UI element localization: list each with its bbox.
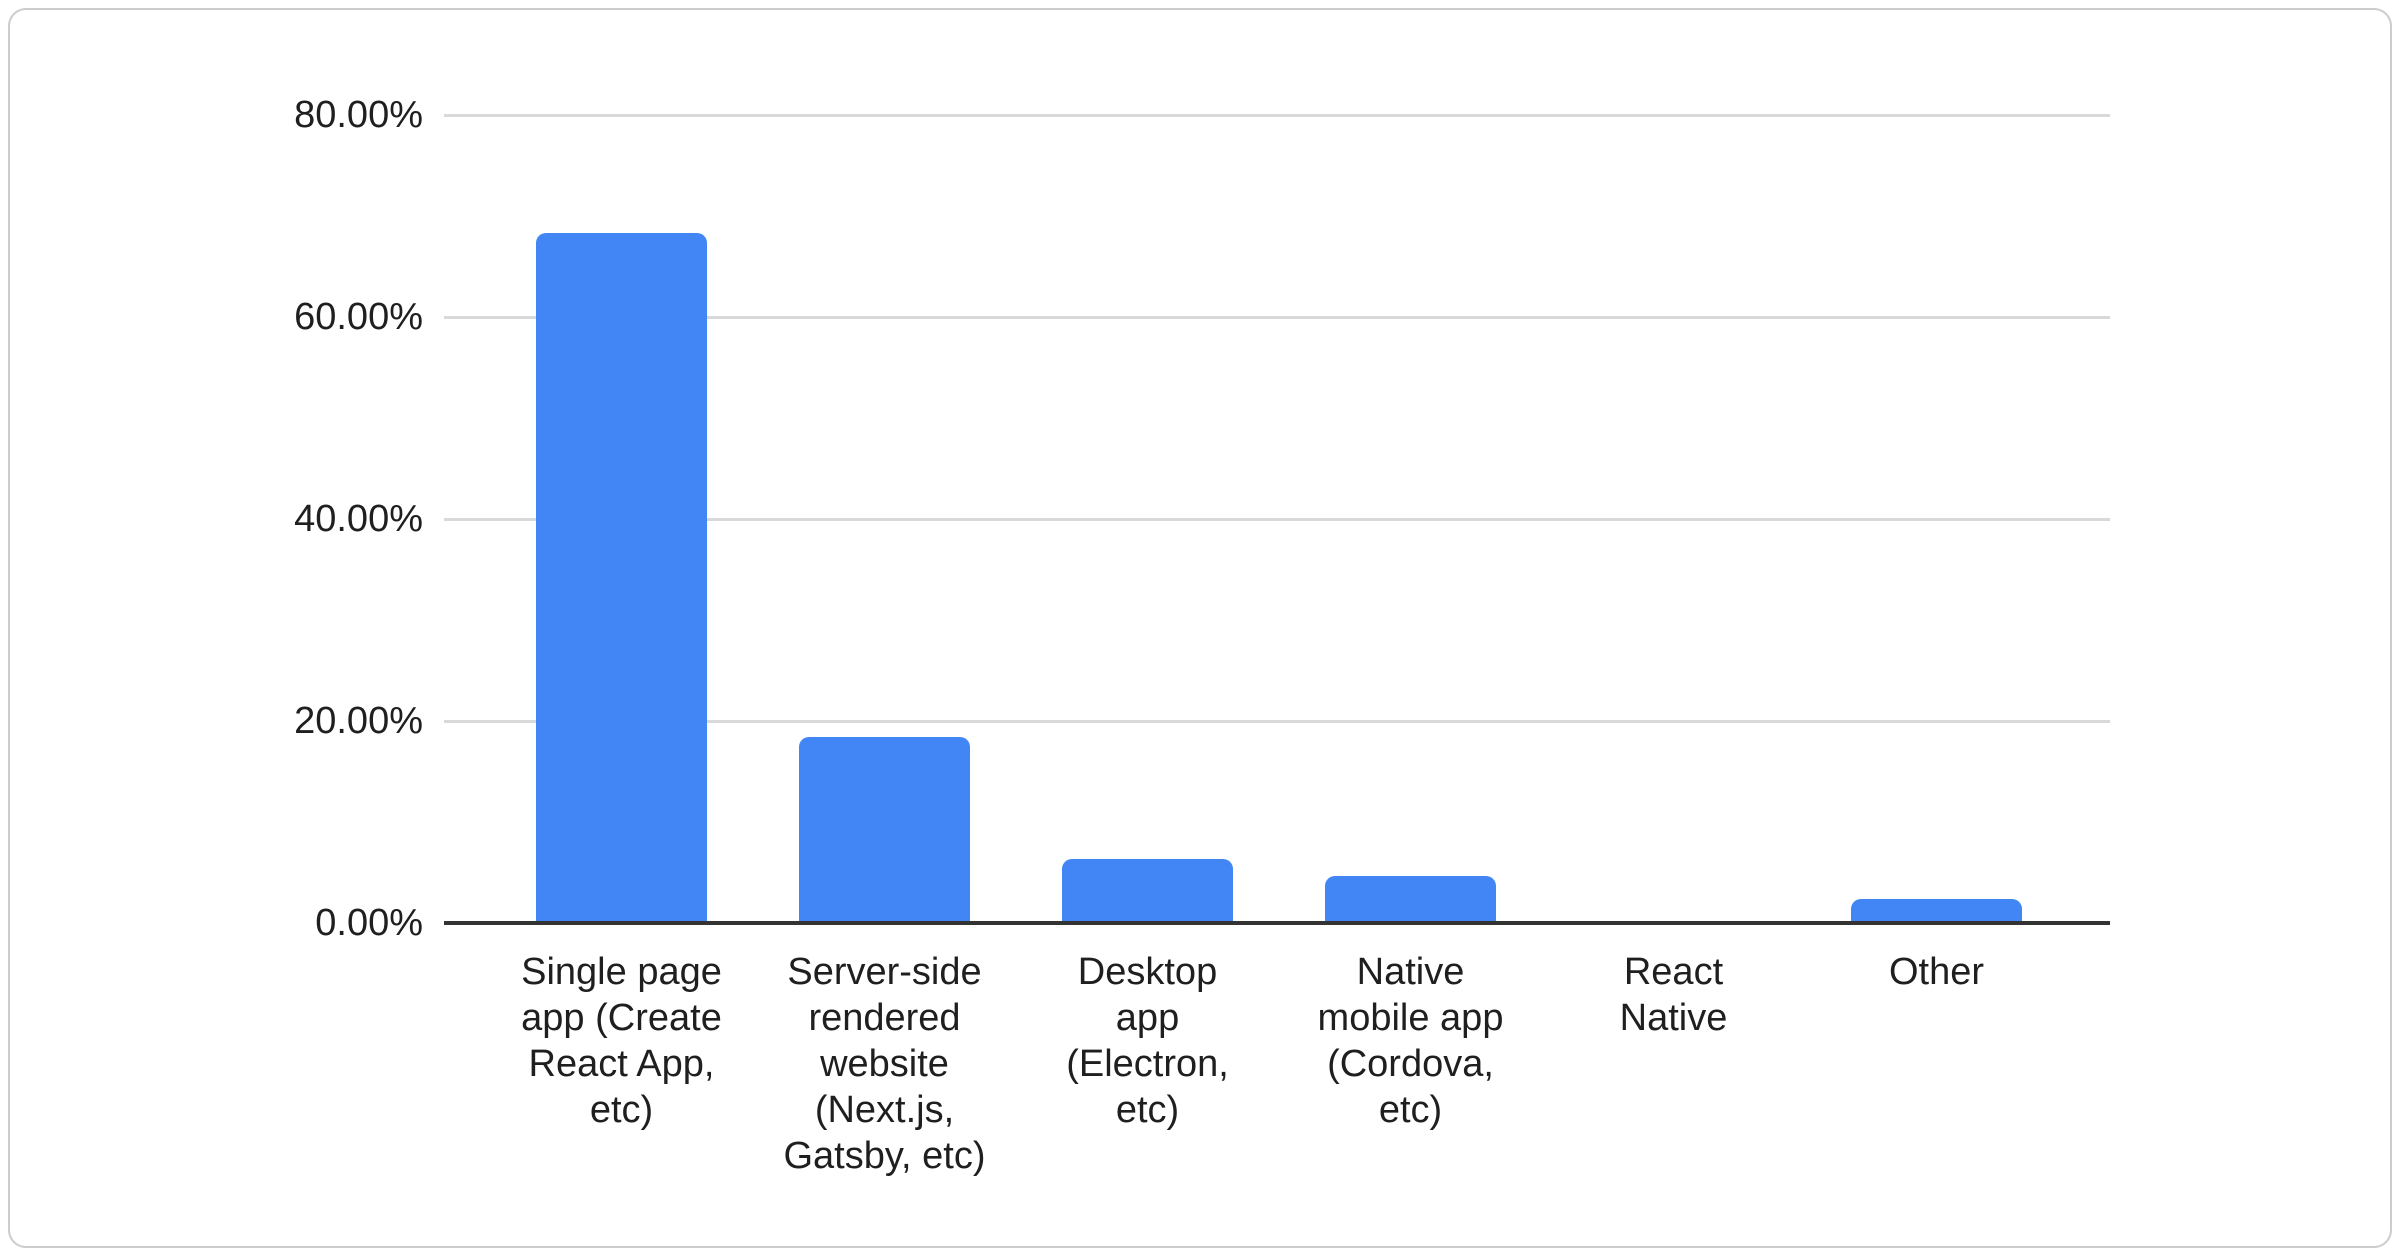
x-axis-category-label: React Native	[1619, 951, 1728, 1039]
chart-card	[8, 8, 2392, 1248]
gridline	[444, 114, 2110, 117]
bar-slot	[753, 115, 1016, 923]
x-axis-labels: Single page app (Create React App, etc) S…	[490, 949, 2068, 1179]
bar-6	[1851, 898, 2022, 923]
bar-1	[536, 233, 707, 923]
plot-area: 80.00% 60.00% 40.00% 20.00% 0.00% Single pag…	[294, 96, 2110, 1177]
bar-4	[1325, 875, 1496, 923]
gridline	[444, 316, 2110, 319]
x-axis-category-label: Desktop app (Electron, etc)	[1066, 951, 1229, 1131]
bar-3	[1062, 859, 1233, 923]
bar-slot	[490, 115, 753, 923]
y-axis-tick-label: 40.00%	[294, 498, 423, 540]
bars-row	[490, 115, 2068, 923]
bar-slot	[1279, 115, 1542, 923]
y-axis-tick-label: 0.00%	[315, 902, 423, 944]
bar-slot	[1542, 115, 1805, 923]
y-axis-tick-label: 20.00%	[294, 700, 423, 742]
bar-slot	[1805, 115, 2068, 923]
bar-2	[799, 737, 970, 923]
x-axis-category-label: Other	[1888, 951, 1985, 993]
x-axis-category-label: Server-side rendered website (Next.js, G…	[783, 951, 986, 1177]
gridline	[444, 518, 2110, 521]
x-axis-category-label: Single page app (Create React App, etc)	[521, 951, 722, 1131]
x-axis-category-label: Native mobile app (Cordova, etc)	[1317, 951, 1504, 1131]
y-axis-tick-label: 60.00%	[294, 296, 423, 338]
gridline	[444, 720, 2110, 723]
bar-slot	[1016, 115, 1279, 923]
x-axis-line	[444, 921, 2110, 925]
y-axis-tick-label: 80.00%	[294, 94, 423, 136]
